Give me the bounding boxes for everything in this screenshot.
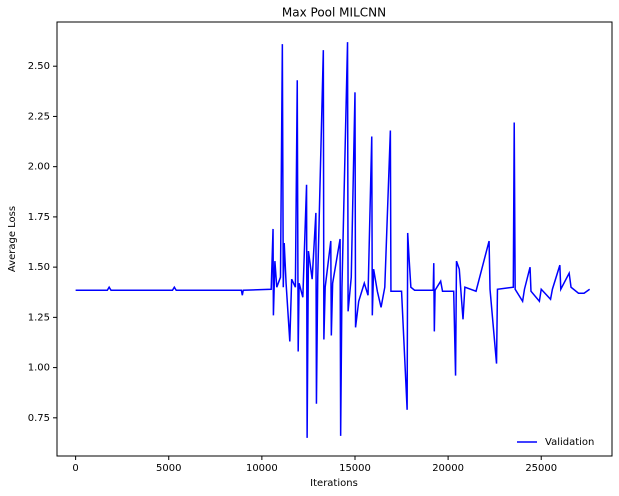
y-tick-label: 2.00 <box>28 162 50 173</box>
plot-frame <box>56 21 613 457</box>
chart-title: Max Pool MILCNN <box>282 6 386 20</box>
x-axis-label: Iterations <box>310 478 358 489</box>
y-axis-label: Average Loss <box>7 206 18 272</box>
y-tick-label: 1.25 <box>28 312 50 323</box>
x-tick-label: 5000 <box>156 463 181 474</box>
x-tick-label: 0 <box>72 463 78 474</box>
y-tick-label: 2.25 <box>28 111 50 122</box>
x-tick-label: 20000 <box>432 463 464 474</box>
y-tick-label: 1.50 <box>28 262 50 273</box>
y-tick-label: 1.75 <box>28 212 50 223</box>
x-tick-label: 15000 <box>339 463 371 474</box>
y-tick-label: 1.00 <box>28 363 50 374</box>
x-tick-label: 25000 <box>525 463 557 474</box>
data-line <box>75 42 591 438</box>
y-tick-label: 0.75 <box>28 413 50 424</box>
y-tick-label: 2.50 <box>28 61 50 72</box>
legend-label: Validation <box>545 437 594 448</box>
x-tick-label: 10000 <box>246 463 278 474</box>
